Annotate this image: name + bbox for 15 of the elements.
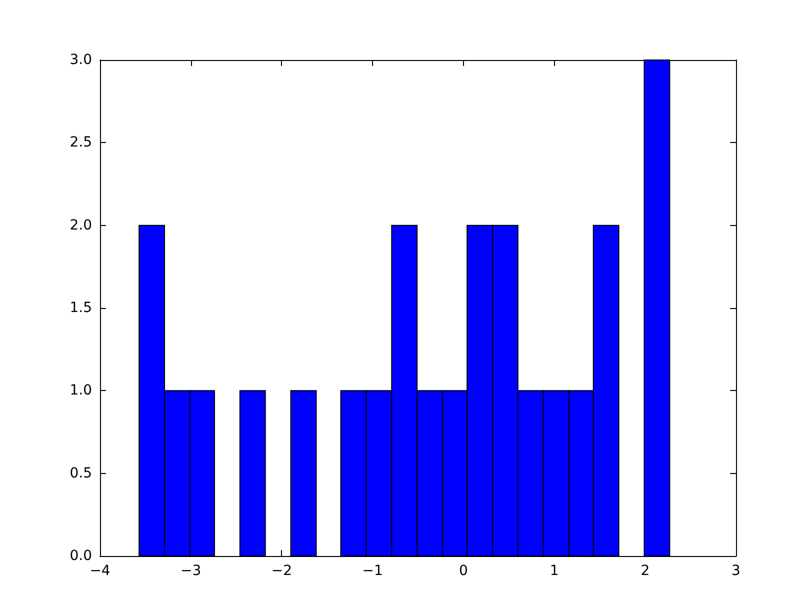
x-tick-label: −4 [90,563,110,579]
y-tick-label: 2.5 [70,134,92,151]
y-tick-label: 1.0 [70,382,92,399]
y-tick-label: 0.5 [70,465,92,482]
x-tick-label: −1 [362,563,383,579]
y-tick-label: 0.0 [70,548,92,564]
y-tick-label: 2.0 [70,217,92,234]
x-tick-label: 1 [550,563,559,579]
x-tick-label: 0 [458,563,468,579]
y-tick-label: 3.0 [70,52,92,68]
x-tick-label: −3 [180,563,202,579]
x-tick-label: 2 [640,563,650,579]
x-tick-label: 3 [732,563,740,579]
x-tick-label: −2 [271,563,292,579]
y-tick-label: 1.5 [70,300,92,316]
